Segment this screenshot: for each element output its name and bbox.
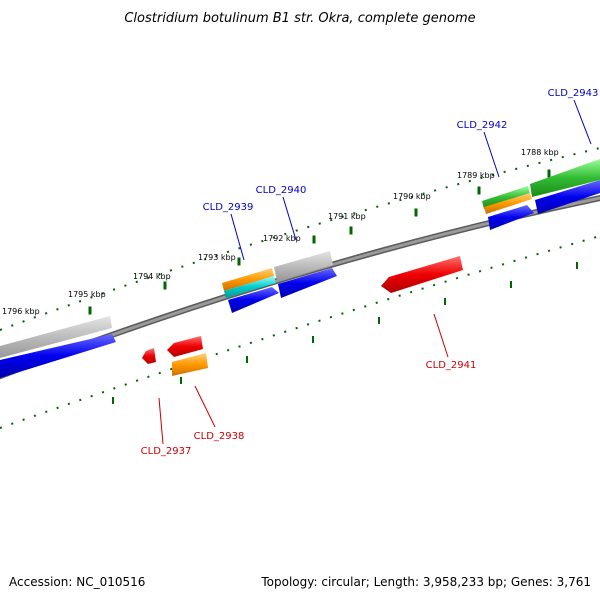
scale-label: 1792 kbp (263, 234, 301, 243)
scale-label: 1791 kbp (328, 212, 366, 221)
major-tick (510, 281, 512, 288)
forward-features (0, 159, 600, 378)
cds-feature[interactable] (488, 205, 534, 230)
scale-labels: 1796 kbp 1795 kbp 1794 kbp 1793 kbp 1792… (2, 148, 559, 316)
scale-label: 1795 kbp (68, 290, 106, 299)
orange-feature[interactable] (222, 268, 274, 291)
major-tick (547, 169, 551, 178)
gene-labels: CLD_2939 CLD_2940 CLD_2942 CLD_2943 CLD_… (141, 88, 599, 457)
major-tick (312, 235, 316, 244)
gene-label-forward[interactable]: CLD_2942 (457, 120, 508, 131)
major-tick (237, 257, 241, 266)
scale-label: 1794 kbp (133, 272, 171, 281)
gene-label-reverse[interactable]: CLD_2937 (141, 446, 192, 457)
major-tick (246, 356, 248, 363)
scale-label: 1793 kbp (198, 253, 236, 262)
genome-summary-text: Topology: circular; Length: 3,958,233 bp… (260, 575, 591, 589)
major-tick (576, 262, 578, 269)
accession-text: Accession: NC_010516 (9, 575, 145, 589)
major-tick (477, 186, 481, 195)
scale-label: 1788 kbp (521, 148, 559, 157)
cds-feature[interactable] (535, 180, 600, 214)
reverse-features (142, 256, 463, 376)
gene-label-reverse[interactable]: CLD_2941 (426, 360, 477, 371)
major-tick (312, 336, 314, 343)
major-tick (112, 397, 114, 404)
gene-label-forward[interactable]: CLD_2939 (203, 202, 254, 213)
orange-feature[interactable] (484, 193, 532, 214)
gene-label-forward[interactable]: CLD_2940 (256, 185, 307, 196)
cds-feature[interactable] (278, 268, 337, 298)
major-tick (88, 306, 92, 315)
cds-feature[interactable] (381, 256, 463, 293)
cyan-feature[interactable] (224, 276, 276, 298)
scale-label: 1790 kbp (393, 192, 431, 201)
major-tick (163, 281, 167, 290)
major-tick (180, 377, 182, 384)
cds-feature[interactable] (228, 287, 279, 313)
scale-label: 1789 kbp (457, 171, 495, 180)
cds-feature[interactable] (0, 334, 116, 378)
major-tick (414, 208, 418, 217)
gene-feature[interactable] (274, 251, 333, 281)
scale-label: 1796 kbp (2, 307, 40, 316)
genome-title: Clostridium botulinum B1 str. Okra, comp… (124, 11, 475, 26)
green-feature[interactable] (530, 159, 600, 197)
cds-feature[interactable] (142, 348, 156, 364)
major-tick (378, 317, 380, 324)
leader-lines (158, 99, 592, 445)
gene-feature[interactable] (0, 316, 112, 358)
green-feature[interactable] (482, 186, 530, 209)
inner-scale-ticks (0, 235, 600, 429)
orange-feature[interactable] (172, 353, 208, 376)
gene-label-reverse[interactable]: CLD_2938 (194, 431, 245, 442)
major-tick (444, 298, 446, 305)
gene-label-forward[interactable]: CLD_2943 (548, 88, 599, 99)
major-tick (349, 226, 353, 235)
cds-feature[interactable] (167, 336, 203, 357)
outer-scale-ticks (0, 147, 600, 331)
